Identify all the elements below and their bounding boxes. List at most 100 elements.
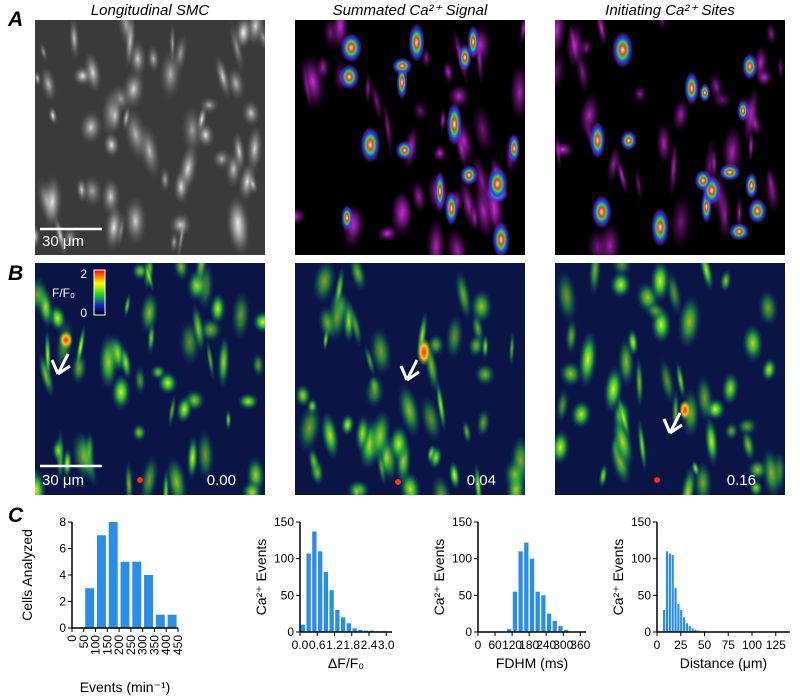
texture-blob (225, 409, 232, 431)
texture-blob (446, 227, 469, 255)
x-axis-label: Distance (μm) (680, 655, 767, 671)
bar (300, 624, 306, 632)
texture-blob (434, 171, 445, 211)
y-tick-label: 150 (631, 515, 651, 529)
arrow (50, 353, 71, 376)
image-content (295, 263, 525, 495)
x-tick-label: 350 (147, 635, 161, 655)
texture-blob (591, 195, 612, 229)
image-content (35, 20, 265, 255)
texture-blob (123, 292, 132, 319)
texture-blob (62, 447, 73, 480)
texture-blob (199, 96, 219, 114)
texture-blob (698, 263, 714, 293)
texture-blob (295, 207, 307, 226)
texture-blob (246, 123, 264, 174)
texture-blob (301, 61, 313, 114)
texture-blob (669, 194, 693, 251)
texture-blob (430, 473, 453, 495)
colorbar-label: F/F₀ (52, 286, 75, 300)
texture-blob (616, 393, 632, 442)
texture-blob (448, 84, 470, 108)
texture-blob (247, 174, 259, 195)
texture-blob (35, 223, 41, 250)
texture-blob (35, 70, 42, 87)
texture-blob (742, 53, 758, 80)
bar (312, 531, 317, 632)
texture-blob (408, 23, 425, 63)
texture-blob (35, 274, 49, 315)
texture-blob (508, 329, 516, 368)
texture-blob (232, 129, 246, 173)
texture-blob (241, 480, 263, 495)
texture-dot (137, 477, 143, 483)
x-tick-label: 120 (502, 638, 522, 652)
texture-blob (699, 83, 711, 103)
texture-blob (570, 399, 592, 430)
image-title: Initiating Ca²⁺ Sites (605, 2, 735, 19)
texture-blob (382, 101, 393, 154)
texture-blob (339, 64, 360, 90)
texture-blob (320, 410, 340, 461)
bar (512, 591, 518, 632)
texture-blob (75, 176, 88, 204)
y-tick-label: 100 (452, 552, 472, 566)
texture-blob (119, 345, 133, 381)
texture-blob (143, 263, 155, 294)
texture-blob (341, 205, 354, 231)
bar (108, 522, 118, 628)
x-tick-label: 100 (89, 635, 103, 655)
texture-blob (51, 438, 65, 464)
texture-blob (388, 424, 409, 464)
texture-blob (107, 96, 123, 135)
timestamp: 0.16 (727, 472, 756, 489)
texture-blob (634, 355, 644, 410)
texture-blob (397, 382, 422, 439)
texture-blob (186, 434, 199, 481)
texture-blob (765, 22, 777, 46)
panel-label: B (8, 262, 23, 285)
texture-blob (209, 292, 227, 325)
x-tick-label: 0 (65, 635, 79, 642)
bar (85, 588, 95, 628)
bar (665, 551, 669, 632)
x-tick-label: 25 (674, 638, 688, 652)
texture-blob (627, 328, 639, 357)
texture-blob (598, 463, 608, 489)
bar (507, 629, 512, 632)
x-axis-label: ΔF/F₀ (328, 655, 364, 671)
bar (558, 626, 563, 632)
x-tick-label: 400 (159, 635, 173, 655)
texture-blob (410, 180, 427, 213)
texture-blob (351, 483, 362, 495)
texture-blob (586, 227, 609, 255)
y-tick-label: 6 (59, 542, 66, 556)
bar (346, 623, 352, 632)
texture-blob (474, 363, 496, 387)
arrow (399, 359, 420, 382)
texture-blob (651, 207, 670, 247)
texture-blob (417, 338, 431, 366)
bar (306, 553, 311, 632)
texture-blob (419, 394, 443, 444)
x-tick-label: 1.8 (343, 638, 360, 652)
texture-blob (445, 313, 464, 361)
x-tick-label: 360 (570, 638, 590, 652)
texture-blob (131, 423, 147, 442)
y-tick-label: 100 (274, 552, 294, 566)
texture-blob (672, 98, 690, 132)
texture-blob (412, 100, 428, 122)
colorbar (93, 269, 106, 316)
bar (329, 590, 334, 632)
texture-blob (473, 461, 483, 495)
x-tick-label: 0.6 (309, 638, 326, 652)
x-tick-label: 50 (698, 638, 712, 652)
texture-blob (167, 394, 177, 429)
texture-blob (606, 145, 621, 184)
texture-blob (317, 304, 337, 342)
image-title: Longitudinal SMC (91, 2, 210, 19)
texture-blob (35, 466, 47, 495)
texture-blob (633, 85, 647, 103)
texture-blob (461, 419, 472, 445)
